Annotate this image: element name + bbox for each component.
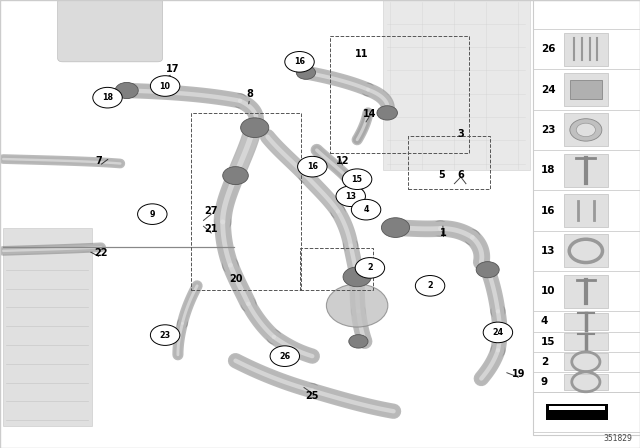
Text: 22: 22 <box>94 248 108 258</box>
Circle shape <box>381 218 410 237</box>
Bar <box>564 275 608 308</box>
Circle shape <box>93 87 122 108</box>
Text: 7: 7 <box>96 156 102 166</box>
Circle shape <box>298 156 327 177</box>
Text: 9: 9 <box>150 210 155 219</box>
Text: 4: 4 <box>364 205 369 214</box>
Circle shape <box>342 169 372 190</box>
Circle shape <box>150 76 180 96</box>
Bar <box>564 73 608 106</box>
Circle shape <box>336 186 365 207</box>
Circle shape <box>223 167 248 185</box>
Bar <box>564 154 608 187</box>
Circle shape <box>415 276 445 296</box>
Circle shape <box>343 267 371 287</box>
Bar <box>300 248 373 290</box>
Circle shape <box>270 346 300 366</box>
Text: 16: 16 <box>307 162 318 171</box>
Bar <box>564 374 608 390</box>
Text: 9: 9 <box>541 377 548 387</box>
Circle shape <box>576 123 595 137</box>
Text: 25: 25 <box>305 392 319 401</box>
Text: 26: 26 <box>279 352 291 361</box>
Bar <box>191 113 301 290</box>
Circle shape <box>355 258 385 278</box>
Bar <box>549 406 605 410</box>
Text: 351829: 351829 <box>604 434 632 443</box>
Text: 10: 10 <box>159 82 171 90</box>
Bar <box>408 136 490 189</box>
Bar <box>570 80 602 99</box>
Circle shape <box>285 52 314 72</box>
Text: 24: 24 <box>541 85 556 95</box>
Bar <box>564 333 608 350</box>
Bar <box>564 33 608 66</box>
Text: 11: 11 <box>355 49 369 59</box>
Text: 8: 8 <box>246 89 253 99</box>
Text: 23: 23 <box>159 331 171 340</box>
Bar <box>383 0 530 170</box>
Text: 10: 10 <box>541 286 555 296</box>
Circle shape <box>150 325 180 345</box>
Bar <box>546 404 608 420</box>
Text: 20: 20 <box>228 274 243 284</box>
Circle shape <box>296 66 316 79</box>
Text: 4: 4 <box>541 316 548 327</box>
Bar <box>564 194 608 227</box>
FancyBboxPatch shape <box>58 0 163 62</box>
Circle shape <box>138 204 167 224</box>
Text: 19: 19 <box>511 369 525 379</box>
Text: 27: 27 <box>204 206 218 215</box>
Circle shape <box>476 262 499 278</box>
Text: 14: 14 <box>363 109 377 119</box>
Bar <box>564 353 608 370</box>
Text: 23: 23 <box>541 125 555 135</box>
Text: 2: 2 <box>428 281 433 290</box>
Text: 26: 26 <box>541 44 555 54</box>
Text: 1: 1 <box>440 228 447 238</box>
Text: 12: 12 <box>335 156 349 166</box>
Text: 2: 2 <box>367 263 372 272</box>
Text: 16: 16 <box>294 57 305 66</box>
Text: 6: 6 <box>458 170 464 180</box>
Bar <box>533 0 640 435</box>
Circle shape <box>241 118 269 138</box>
Bar <box>564 113 608 146</box>
Circle shape <box>351 199 381 220</box>
Text: 13: 13 <box>345 192 356 201</box>
Text: 18: 18 <box>102 93 113 102</box>
Text: 15: 15 <box>541 336 555 347</box>
Text: 17: 17 <box>166 65 180 74</box>
Bar <box>3 228 92 426</box>
Text: 3: 3 <box>458 129 464 139</box>
Circle shape <box>377 106 397 120</box>
Circle shape <box>115 82 138 99</box>
Text: 5: 5 <box>438 170 445 180</box>
Bar <box>330 36 469 153</box>
Text: 21: 21 <box>204 224 218 234</box>
Circle shape <box>570 119 602 141</box>
Text: 18: 18 <box>541 165 555 175</box>
Text: 24: 24 <box>492 328 504 337</box>
Text: 13: 13 <box>541 246 555 256</box>
Text: 16: 16 <box>541 206 555 215</box>
Text: 15: 15 <box>351 175 363 184</box>
Circle shape <box>483 322 513 343</box>
Circle shape <box>349 335 368 348</box>
Bar <box>564 313 608 330</box>
Bar <box>564 234 608 267</box>
Circle shape <box>326 284 388 327</box>
Text: 2: 2 <box>541 357 548 367</box>
